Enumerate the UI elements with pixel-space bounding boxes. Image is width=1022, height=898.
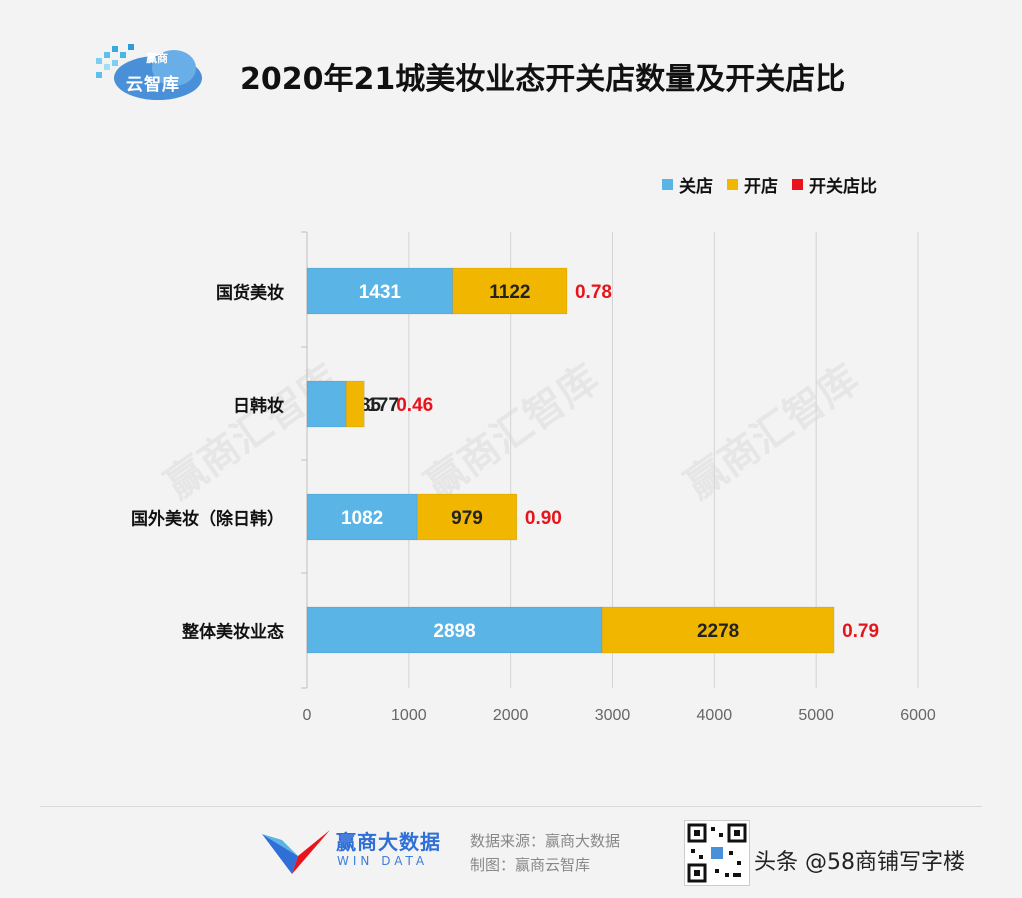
- legend-label-ratio: 开关店比: [809, 177, 877, 197]
- x-tick-label: 3000: [595, 707, 631, 724]
- x-tick-label: 4000: [697, 707, 733, 724]
- bar-open: [416, 493, 518, 541]
- bar-close: [306, 606, 603, 654]
- legend-item-open: 开店: [727, 172, 778, 197]
- legend-label-open: 开店: [744, 177, 778, 197]
- legend-item-close: 关店: [662, 172, 713, 197]
- chart-title: 2020年21城美妆业态开关店数量及开关店比: [240, 62, 846, 97]
- category-label: 国外美妆（除日韩）: [131, 509, 284, 530]
- bar-label-open: 2278: [697, 621, 739, 642]
- footer-brand-cn: 赢商大数据: [336, 830, 441, 854]
- x-tick-label: 1000: [391, 707, 427, 724]
- logo-line-1: 赢商: [146, 52, 168, 65]
- x-tick-label: 2000: [493, 707, 529, 724]
- x-tick-label: 5000: [798, 707, 834, 724]
- footer-divider: [40, 806, 982, 807]
- ratio-label: 0.46: [396, 395, 433, 416]
- x-tick-label: 6000: [900, 707, 936, 724]
- category-label: 国货美妆: [216, 283, 284, 304]
- ratio-label: 0.79: [842, 621, 879, 642]
- chart-maker: 制图：赢商云智库: [470, 856, 591, 874]
- bar-label-close: 1431: [359, 282, 402, 303]
- x-tick-label: 0: [303, 707, 312, 724]
- bar-label-open: 177: [367, 395, 399, 416]
- bar-label-close: 1082: [341, 508, 383, 529]
- legend-swatch-ratio: [792, 179, 803, 190]
- category-label: 整体美妆业态: [182, 622, 284, 643]
- bar-label-open: 979: [451, 508, 483, 529]
- legend-label-close: 关店: [679, 177, 713, 197]
- category-label: 日韩妆: [233, 396, 284, 417]
- bar-open: [601, 606, 835, 654]
- bar-open: [452, 267, 568, 315]
- bar-label-close: 2898: [433, 621, 475, 642]
- legend-item-ratio: 开关店比: [792, 172, 877, 197]
- footer-brand-en: WIN DATA: [337, 854, 429, 868]
- ratio-label: 0.90: [525, 508, 562, 529]
- qr-code-icon: [684, 820, 750, 886]
- brand-logo: [96, 44, 202, 100]
- toutiao-attribution: 头条 @58商铺写字楼: [754, 850, 965, 875]
- data-source: 数据来源：赢商大数据: [470, 832, 621, 850]
- legend-swatch-open: [727, 179, 738, 190]
- bar-close: [306, 267, 453, 315]
- chart-legend: 关店 开店 开关店比: [662, 172, 877, 197]
- bar-label-open: 1122: [489, 282, 530, 303]
- logo-line-2: 云智库: [126, 75, 180, 95]
- ratio-label: 0.78: [575, 282, 612, 303]
- bar-close: [306, 380, 347, 428]
- bar-open: [345, 380, 365, 428]
- bar-close: [306, 493, 418, 541]
- legend-swatch-close: [662, 179, 673, 190]
- windata-logo-icon: [262, 830, 330, 874]
